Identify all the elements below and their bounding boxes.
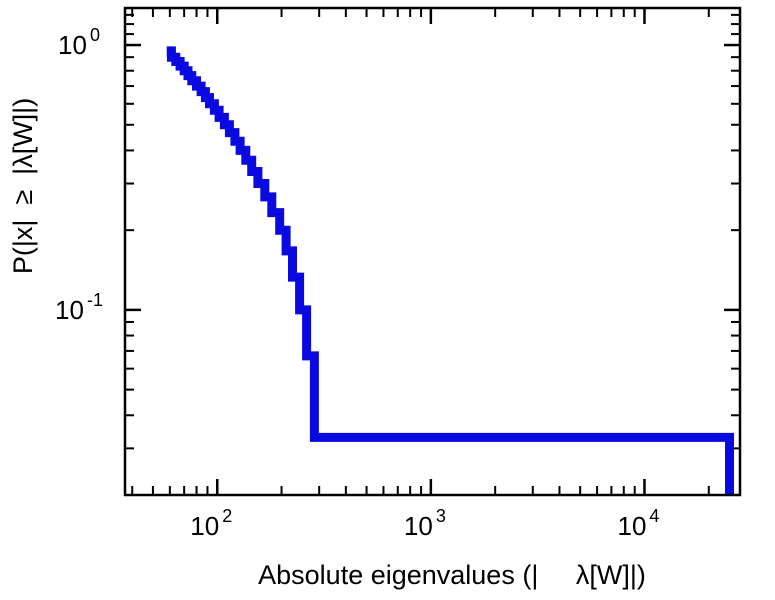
axis-ticks bbox=[125, 8, 740, 496]
y-axis-label: P(|x| ≥ |λ[W]|) bbox=[8, 98, 38, 274]
tick-label: 10 2 bbox=[190, 506, 232, 541]
x-axis-label: Absolute eigenvalues (| λ[W]|) bbox=[258, 560, 646, 590]
tick-label: 10 3 bbox=[404, 506, 446, 541]
ccdf-step-line bbox=[166, 46, 734, 495]
tick-label: 10 4 bbox=[618, 506, 660, 541]
tick-label: 10 0 bbox=[58, 25, 100, 60]
axis-tick-labels: 10 2 10 3 10 4 10 0 10 -1 bbox=[55, 25, 659, 541]
tick-label: 10 -1 bbox=[55, 290, 103, 325]
plot-frame bbox=[123, 6, 742, 497]
